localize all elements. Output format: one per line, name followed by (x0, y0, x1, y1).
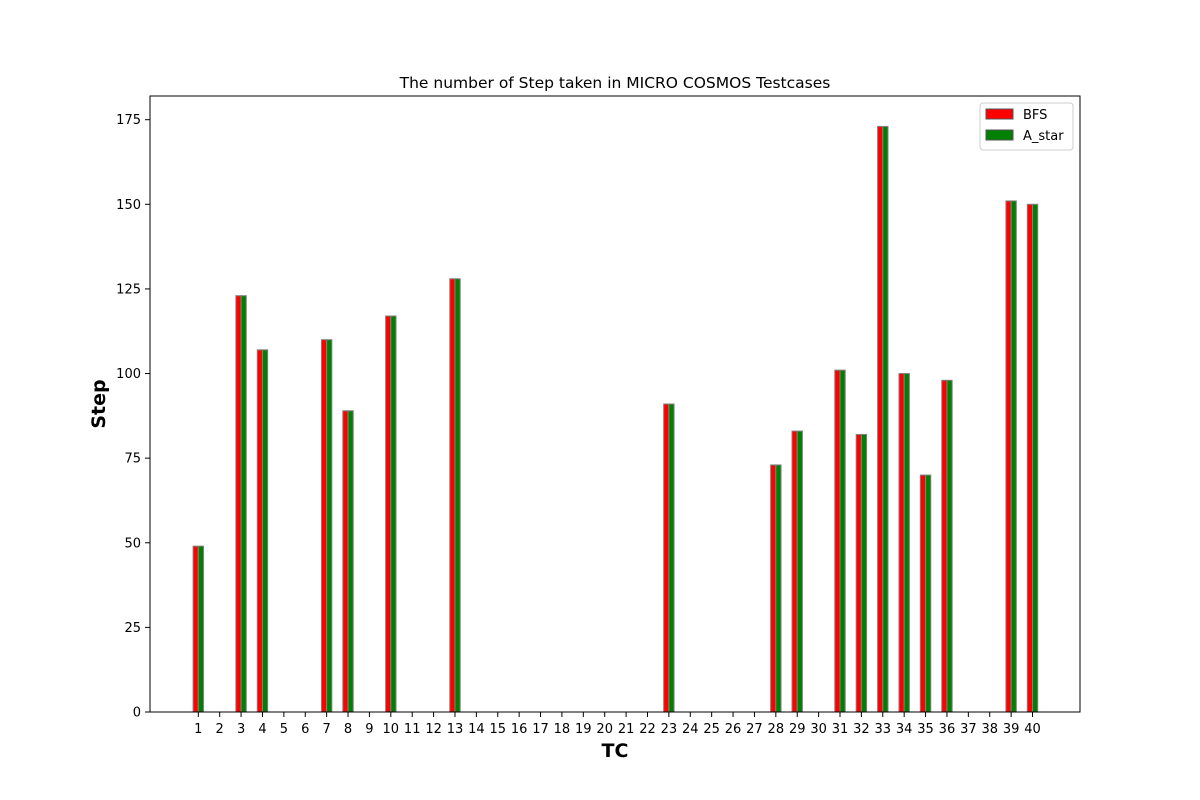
bar-bfs-tc-7 (320, 339, 328, 713)
x-tick-label: 2 (216, 722, 224, 737)
x-tick-label: 1 (194, 722, 202, 737)
bar-bfs-tc-28 (770, 464, 777, 713)
bar-bfs-tc-39 (1005, 200, 1012, 713)
bar-a-star-tc-8 (347, 410, 354, 713)
bar-a-star-tc-29 (796, 430, 803, 713)
y-tick-label: 75 (124, 452, 141, 467)
x-tick-label: 38 (981, 722, 998, 737)
x-tick-label: 30 (810, 722, 827, 737)
x-tick-label: 19 (575, 722, 592, 737)
x-tick-label: 33 (875, 722, 892, 737)
legend-label-a-star: A_star (1023, 129, 1064, 144)
x-tick-label: 17 (532, 722, 549, 737)
bar-a-star-tc-13 (454, 278, 461, 713)
x-tick-label: 12 (425, 722, 442, 737)
x-tick-label: 8 (344, 722, 352, 737)
x-tick-label: 40 (1024, 722, 1041, 737)
bar-bfs-tc-34 (898, 373, 905, 713)
bar-bfs-tc-40 (1026, 203, 1034, 713)
bar-bfs-tc-10 (385, 315, 392, 713)
x-tick-label: 24 (682, 722, 699, 737)
bar-a-star-tc-28 (775, 464, 782, 713)
bar-a-star-tc-39 (1010, 200, 1017, 713)
legend: BFS A_star (979, 102, 1074, 151)
x-tick-label: 4 (258, 722, 266, 737)
x-tick-label: 32 (853, 722, 870, 737)
bar-bfs-tc-32 (855, 433, 862, 713)
x-tick-label: 15 (489, 722, 506, 737)
x-tick-label: 20 (596, 722, 613, 737)
bar-a-star-tc-1 (197, 545, 205, 713)
x-tick-label: 29 (789, 722, 806, 737)
x-tick-label: 5 (280, 722, 288, 737)
x-axis-label: TC (602, 740, 629, 762)
y-tick-label: 100 (116, 367, 141, 382)
x-tick-label: 39 (1003, 722, 1020, 737)
bar-bfs-tc-36 (941, 379, 948, 713)
x-tick-label: 13 (447, 722, 464, 737)
bar-a-star-tc-40 (1032, 203, 1039, 713)
bar-bfs-tc-8 (342, 410, 349, 713)
bar-bfs-tc-1 (192, 545, 199, 713)
bar-bfs-tc-31 (834, 369, 841, 713)
x-tick-label: 10 (383, 722, 400, 737)
bar-a-star-tc-36 (946, 379, 953, 713)
y-axis-label: Step (88, 379, 110, 428)
y-tick-label: 175 (116, 113, 141, 128)
x-tick-label: 18 (554, 722, 571, 737)
bar-bfs-tc-35 (919, 474, 927, 713)
x-tick-label: 11 (404, 722, 421, 737)
x-axis-ticks: 1 2 3 4 5 6 7 8 9 10 11 12 13 14 15 16 17 18 19 20 21 22 23 24 2… (194, 712, 1041, 737)
bar-a-star-tc-35 (925, 474, 932, 713)
bar-bfs-tc-23 (663, 403, 670, 713)
x-tick-label: 6 (301, 722, 309, 737)
x-tick-label: 9 (365, 722, 373, 737)
x-tick-label: 37 (960, 722, 977, 737)
y-tick-label: 50 (124, 536, 141, 551)
bar-a-star-tc-23 (668, 403, 675, 713)
bar-a-star-tc-4 (261, 349, 269, 713)
bar-a-star-tc-34 (903, 373, 910, 713)
x-tick-label: 27 (746, 722, 763, 737)
bar-a-star-tc-10 (390, 315, 397, 713)
bar-bfs-tc-29 (791, 430, 798, 713)
legend-swatch-a-star (985, 129, 1014, 141)
plot-area (150, 96, 1080, 712)
x-tick-label: 28 (768, 722, 785, 737)
bar-a-star-tc-31 (839, 369, 846, 713)
bar-bfs-tc-4 (256, 349, 263, 713)
legend-label-bfs: BFS (1023, 108, 1047, 123)
x-tick-label: 31 (832, 722, 849, 737)
legend-swatch-bfs (985, 108, 1014, 120)
x-tick-label: 36 (939, 722, 956, 737)
x-tick-label: 25 (703, 722, 720, 737)
bar-bfs-tc-33 (877, 125, 884, 713)
x-tick-label: 23 (661, 722, 678, 737)
bar-a-star-tc-33 (882, 125, 889, 713)
bar-bfs-tc-3 (235, 295, 242, 713)
x-tick-label: 7 (322, 722, 330, 737)
x-tick-label: 3 (237, 722, 245, 737)
bar-bfs-tc-13 (449, 278, 456, 713)
plot-frame (149, 95, 1081, 713)
bars (192, 125, 1039, 713)
x-tick-label: 16 (511, 722, 528, 737)
bar-a-star-tc-32 (860, 433, 868, 713)
y-tick-label: 150 (116, 198, 141, 213)
bar-a-star-tc-7 (326, 339, 333, 713)
chart-title: The number of Step taken in MICRO COSMOS… (399, 74, 831, 92)
x-tick-label: 34 (896, 722, 913, 737)
y-tick-label: 25 (124, 621, 141, 636)
x-tick-label: 14 (468, 722, 485, 737)
x-tick-label: 35 (917, 722, 934, 737)
y-tick-label: 125 (116, 282, 141, 297)
x-tick-label: 22 (639, 722, 656, 737)
x-tick-label: 21 (618, 722, 635, 737)
y-tick-label: 0 (133, 706, 141, 721)
y-axis-ticks: 0 25 50 75 100 125 150 175 (116, 113, 150, 721)
x-tick-label: 26 (725, 722, 742, 737)
bar-a-star-tc-3 (240, 295, 247, 713)
